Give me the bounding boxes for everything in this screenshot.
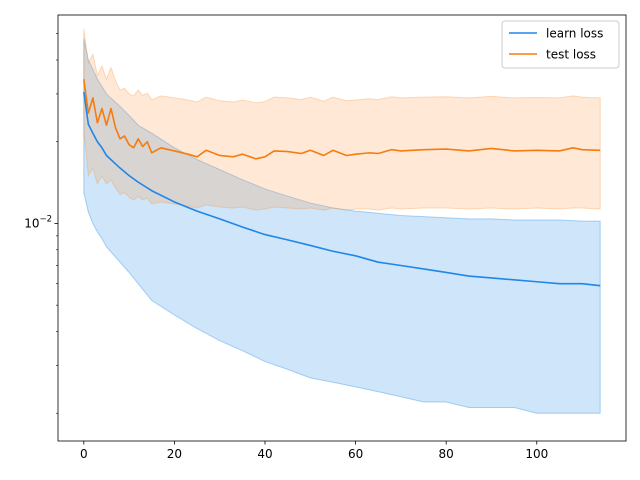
band-learn-loss — [83, 38, 601, 414]
y-tick-label: 10−2 — [24, 214, 52, 230]
legend-label: learn loss — [546, 27, 603, 41]
legend: learn loss test loss — [501, 20, 620, 69]
plot-frame — [57, 14, 627, 442]
confidence-bands — [83, 29, 601, 414]
x-tick-label: 60 — [348, 447, 363, 461]
x-tick-label: 0 — [80, 447, 88, 461]
band-test-loss — [83, 29, 601, 211]
x-tick-label: 20 — [167, 447, 182, 461]
legend-label: test loss — [546, 48, 596, 62]
x-tick-label: 100 — [525, 447, 548, 461]
line-learn-loss — [83, 91, 601, 287]
x-tick-label: 80 — [439, 447, 454, 461]
x-tick-label: 40 — [257, 447, 272, 461]
line-test-loss — [83, 79, 601, 160]
y-axis-ticks: 10−2 — [24, 33, 58, 414]
series-lines — [83, 79, 601, 287]
x-axis-ticks: 0 20 40 60 80 100 — [80, 441, 548, 461]
